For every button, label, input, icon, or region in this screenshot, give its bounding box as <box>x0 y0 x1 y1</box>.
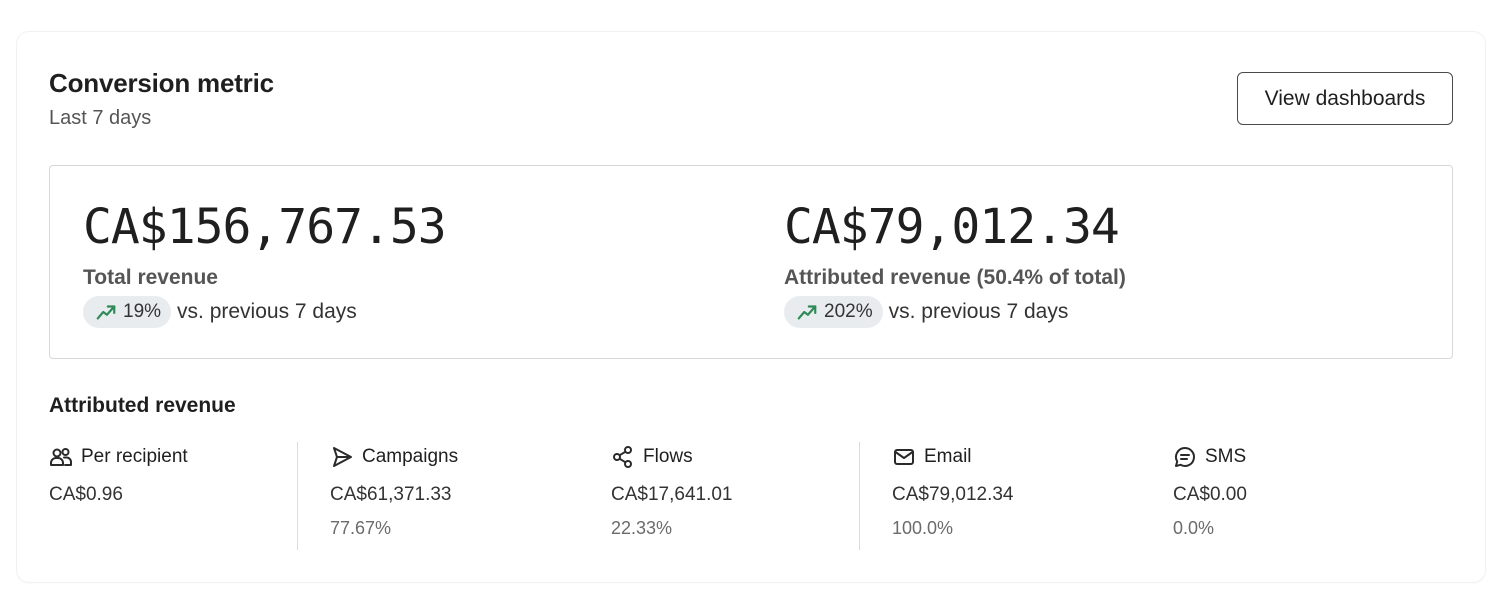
breakdown-label: Campaigns <box>362 446 459 467</box>
attributed-revenue-metric: CA$79,012.34 Attributed revenue (50.4% o… <box>784 196 1126 328</box>
breakdown-label: Per recipient <box>81 446 188 467</box>
total-revenue-label: Total revenue <box>83 266 218 289</box>
breakdown-campaigns: Campaigns CA$61,371.33 77.67% <box>330 442 458 550</box>
breakdown-value: CA$79,012.34 <box>892 484 1014 505</box>
date-range-label: Last 7 days <box>49 107 152 129</box>
attributed-revenue-amount: CA$79,012.34 <box>784 199 1120 255</box>
comparison-text: vs. previous 7 days <box>177 300 357 323</box>
trend-up-icon <box>797 305 817 320</box>
revenue-summary-box: CA$156,767.53 Total revenue 19% vs. prev… <box>49 165 1453 359</box>
conversion-metric-card: Conversion metric Last 7 days View dashb… <box>17 32 1485 582</box>
change-badge: 19% <box>83 296 172 328</box>
change-badge: 202% <box>784 296 883 328</box>
mail-icon <box>894 449 914 465</box>
comparison-text: vs. previous 7 days <box>888 300 1069 323</box>
breakdown-value: CA$61,371.33 <box>330 484 452 505</box>
breakdown-label: Flows <box>643 446 693 467</box>
change-percent: 202% <box>824 301 873 322</box>
users-icon <box>50 448 72 466</box>
trend-up-icon <box>96 305 116 320</box>
attributed-revenue-heading: Attributed revenue <box>49 394 236 417</box>
breakdown-flows: Flows CA$17,641.01 22.33% <box>611 442 733 550</box>
breakdown-percent: 0.0% <box>1173 518 1215 538</box>
attributed-revenue-label: Attributed revenue (50.4% of total) <box>784 266 1126 289</box>
flows-icon <box>613 446 632 468</box>
breakdown-per-recipient: Per recipient CA$0.96 <box>49 442 188 550</box>
chat-icon <box>1175 447 1195 467</box>
total-revenue-amount: CA$156,767.53 <box>83 199 447 255</box>
card-title: Conversion metric <box>49 68 274 98</box>
breakdown-percent: 100.0% <box>892 518 954 538</box>
breakdown-value: CA$17,641.01 <box>611 484 733 505</box>
view-dashboards-button[interactable]: View dashboards <box>1237 72 1453 125</box>
breakdown-percent: 22.33% <box>611 518 673 538</box>
column-divider <box>859 442 860 550</box>
attributed-revenue-breakdown: Per recipient CA$0.96 Campaigns CA$61,37… <box>49 442 1453 550</box>
breakdown-label: SMS <box>1205 446 1247 467</box>
column-divider <box>297 442 298 550</box>
change-percent: 19% <box>123 301 162 322</box>
breakdown-sms: SMS CA$0.00 0.0% <box>1173 442 1247 550</box>
total-revenue-change: 19% vs. previous 7 days <box>83 296 446 328</box>
send-icon <box>333 447 352 467</box>
breakdown-value: CA$0.96 <box>49 484 123 505</box>
total-revenue-metric: CA$156,767.53 Total revenue 19% vs. prev… <box>83 196 447 328</box>
card-header: Conversion metric Last 7 days View dashb… <box>49 68 1453 129</box>
breakdown-value: CA$0.00 <box>1173 484 1247 505</box>
breakdown-email: Email CA$79,012.34 100.0% <box>892 442 1014 550</box>
breakdown-percent: 77.67% <box>330 518 392 538</box>
attributed-revenue-change: 202% vs. previous 7 days <box>784 296 1126 328</box>
breakdown-label: Email <box>924 446 972 467</box>
